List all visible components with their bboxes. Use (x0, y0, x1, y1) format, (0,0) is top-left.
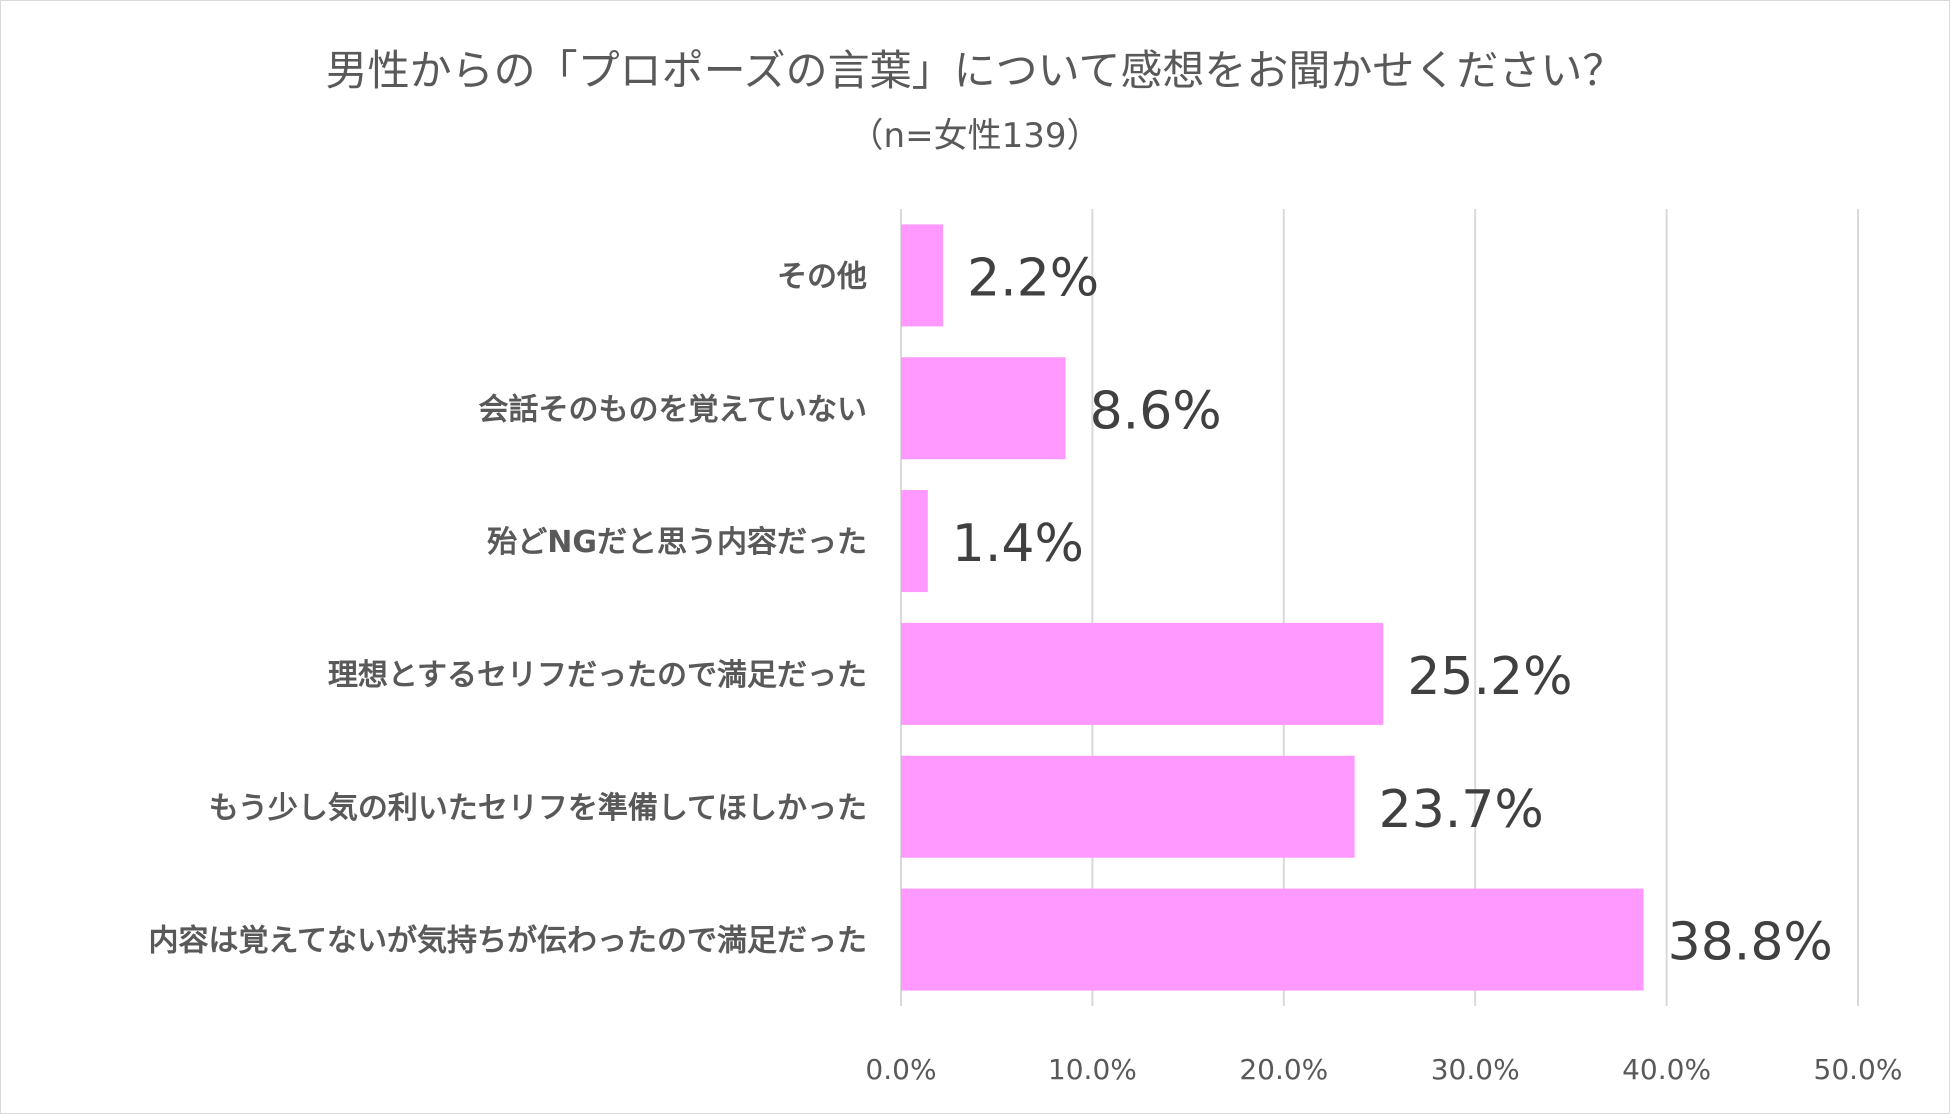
category-label: もう少し気の利いたセリフを準備してほしかった (209, 791, 867, 826)
category-label: 会話そのものを覚えていない (479, 392, 868, 427)
x-tick-label: 20.0% (1239, 1053, 1328, 1086)
category-label: 殆どNGだと思う内容だった (487, 525, 867, 560)
x-tick-label: 40.0% (1622, 1053, 1711, 1086)
gridlines (900, 209, 1859, 1006)
x-tick-label: 50.0% (1814, 1053, 1903, 1086)
bar (901, 755, 1355, 858)
bar (901, 490, 928, 593)
category-label: その他 (777, 259, 867, 294)
labels: 0.0% 10.0% 20.0% 30.0% 40.0% 50.0% その他 2.2% 会話その… (149, 248, 1903, 1086)
bar (901, 888, 1644, 991)
chart-subtitle: （n=女性139） (850, 116, 1101, 156)
data-label: 38.8% (1668, 913, 1833, 973)
data-label: 2.2% (967, 248, 1099, 308)
x-tick-label: 30.0% (1431, 1053, 1520, 1086)
bar (901, 357, 1066, 460)
data-label: 1.4% (952, 514, 1084, 574)
chart-title: 男性からの「プロポーズの言葉」について感想をお聞かせください？ (326, 46, 1625, 95)
data-label: 25.2% (1407, 647, 1572, 707)
bars (901, 224, 1644, 991)
category-label: 理想とするセリフだったので満足だった (328, 658, 867, 693)
data-label: 23.7% (1379, 780, 1544, 840)
x-tick-label: 0.0% (865, 1053, 936, 1086)
bar (901, 224, 944, 327)
data-label: 8.6% (1090, 381, 1222, 441)
category-label: 内容は覚えてないが気持ちが伝わったので満足だった (149, 924, 868, 959)
bar (901, 622, 1384, 725)
x-tick-label: 10.0% (1048, 1053, 1137, 1086)
